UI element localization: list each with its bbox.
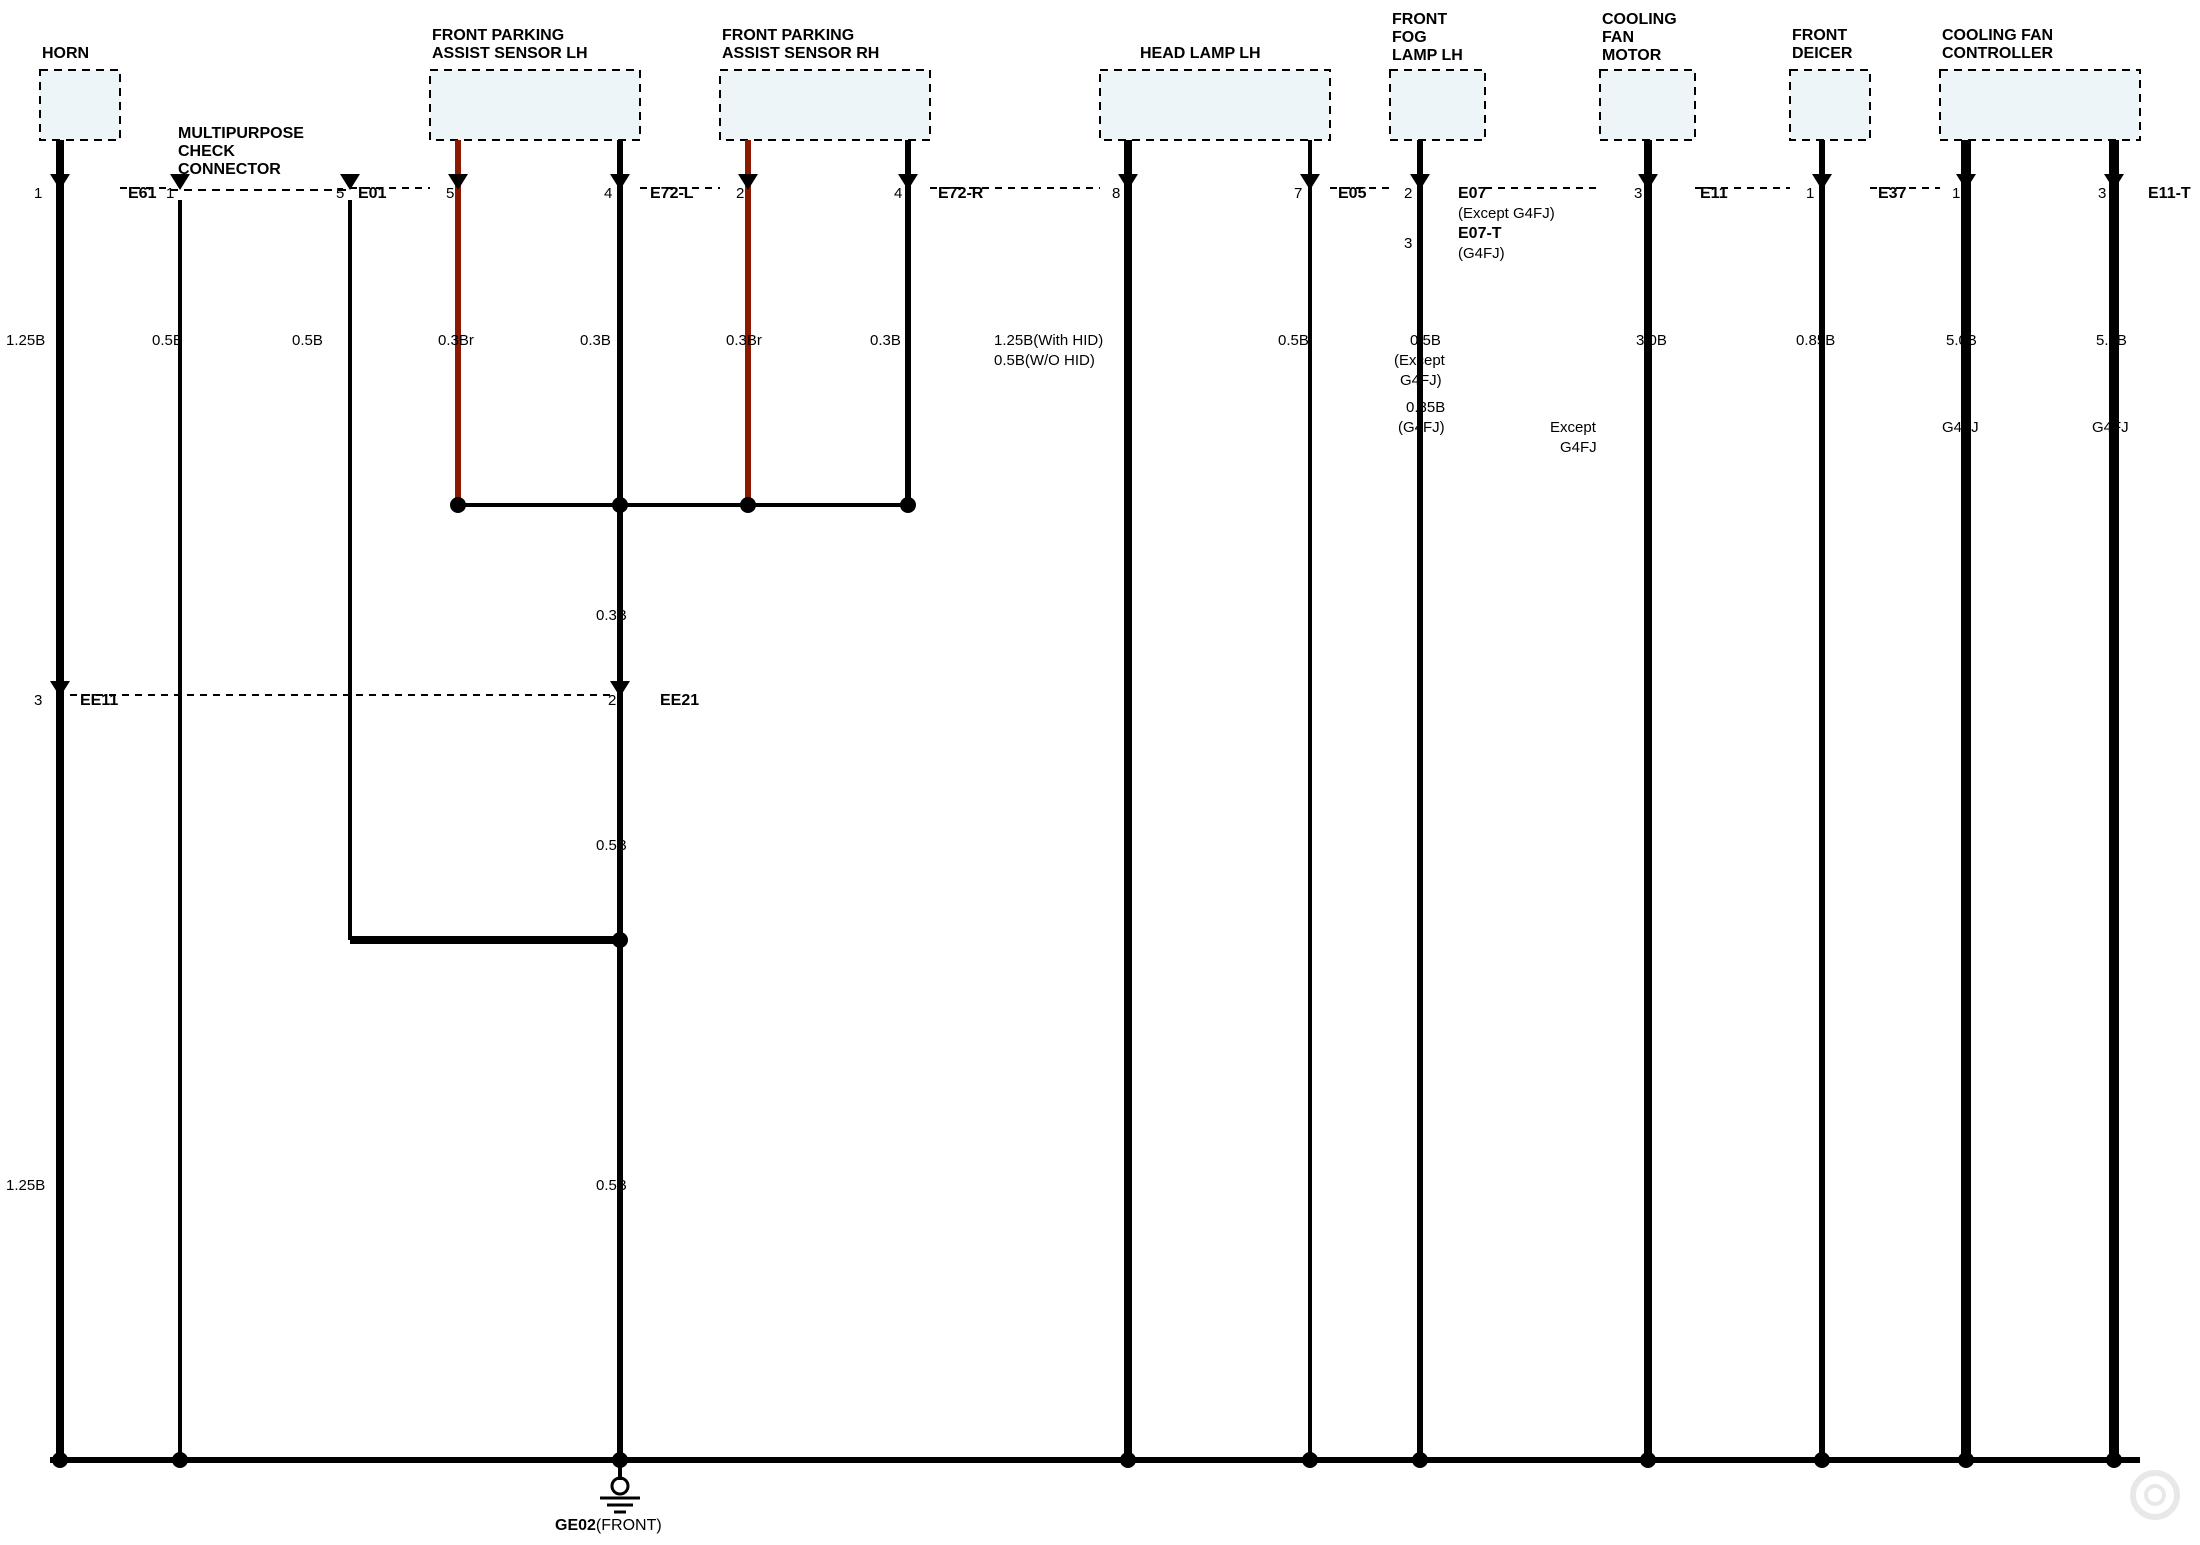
wire-label: 0.5B(W/O HID)	[994, 352, 1095, 369]
cooling_fan_motor-label: MOTOR	[1602, 47, 1662, 64]
junction-dot	[612, 497, 628, 513]
fpas_lh-label: FRONT PARKING	[432, 27, 564, 44]
pin: 8	[1112, 185, 1120, 202]
headlamp_lh-box	[1100, 70, 1330, 140]
junction-dot	[1814, 1452, 1830, 1468]
fog_lh-label: LAMP LH	[1392, 47, 1463, 64]
wire-label: 0.85B	[1796, 332, 1835, 349]
front_deicer-label: DEICER	[1792, 45, 1853, 62]
horn-label: HORN	[42, 45, 89, 62]
connector-E11-T: E11-T	[2148, 185, 2191, 202]
pin: 2	[736, 185, 744, 202]
wire-label: 5.0B	[1946, 332, 1977, 349]
wire-label: G4FJ)	[1400, 372, 1442, 389]
multipurpose-label: CHECK	[178, 143, 235, 160]
wiring-diagram: HORN MULTIPURPOSECHECKCONNECTOR FRONT PARK…	[0, 0, 2200, 1545]
cooling_fan_motor-label: FAN	[1602, 29, 1634, 46]
junction-dot	[1640, 1452, 1656, 1468]
wire-label: (Except	[1394, 352, 1446, 369]
wire-label: 1.25B(With HID)	[994, 332, 1103, 349]
pin: 4	[894, 185, 902, 202]
svg-text:(G4FJ): (G4FJ)	[1458, 245, 1505, 262]
wire-label: 0.3Br	[438, 332, 474, 349]
junction-dot	[900, 497, 916, 513]
wire-label: 1.25B	[6, 332, 45, 349]
wire-label: 0.5B	[596, 1177, 627, 1194]
pin: 5	[446, 185, 454, 202]
svg-text:E07-T: E07-T	[1458, 225, 1502, 242]
junction-dot	[450, 497, 466, 513]
junction-dot	[2106, 1452, 2122, 1468]
pin: 1	[1806, 185, 1814, 202]
front_deicer-box	[1790, 70, 1870, 140]
connector-EE21: EE21	[660, 692, 699, 709]
wire-label: 0.85B	[1406, 399, 1445, 416]
junction-dot	[1412, 1452, 1428, 1468]
svg-text:(Except G4FJ): (Except G4FJ)	[1458, 205, 1555, 222]
front_deicer-label: FRONT	[1792, 27, 1847, 44]
wire-label: G4FJ	[2092, 419, 2129, 436]
pin: 1	[166, 185, 174, 202]
connector-E07: E07	[1458, 185, 1487, 202]
junction-dot	[1302, 1452, 1318, 1468]
wire-label: 0.5B	[1278, 332, 1309, 349]
fpas_rh-label: FRONT PARKING	[722, 27, 854, 44]
junction-dot	[52, 1452, 68, 1468]
wire-label: 0.5B	[292, 332, 323, 349]
cooling_fan_motor-box	[1600, 70, 1695, 140]
pin: 3	[34, 692, 42, 709]
wire-label: 0.5B	[596, 837, 627, 854]
fpas_rh-label: ASSIST SENSOR RH	[722, 45, 879, 62]
fog_lh-label: FOG	[1392, 29, 1427, 46]
pin: 3	[2098, 185, 2106, 202]
multipurpose-label: CONNECTOR	[178, 161, 281, 178]
wire-label: Except	[1550, 419, 1597, 436]
cooling_fan_ctrl-box	[1940, 70, 2140, 140]
cooling_fan_motor-label: COOLING	[1602, 11, 1677, 28]
svg-text:3: 3	[1404, 235, 1412, 252]
wire-label: 0.3Br	[726, 332, 762, 349]
wire-label: 1.25B	[6, 1177, 45, 1194]
wire-label: (G4FJ)	[1398, 419, 1445, 436]
fog_lh-label: FRONT	[1392, 11, 1447, 28]
wire-label: 3.0B	[1636, 332, 1667, 349]
junction-dot	[172, 1452, 188, 1468]
wire-label: 0.3B	[580, 332, 611, 349]
wire-label: 0.3B	[870, 332, 901, 349]
cooling_fan_ctrl-label: COOLING FAN	[1942, 27, 2053, 44]
pin: 7	[1294, 185, 1302, 202]
ground-label: GE02(FRONT)	[555, 1517, 662, 1534]
pin: 2	[1404, 185, 1412, 202]
pin: 1	[34, 185, 42, 202]
pin: 3	[1634, 185, 1642, 202]
wire-label: 0.5B	[1410, 332, 1441, 349]
junction-dot	[1120, 1452, 1136, 1468]
wire-label: G4FJ	[1942, 419, 1979, 436]
wire-label: 0.3B	[596, 607, 627, 624]
pin: 5	[336, 185, 344, 202]
fpas_rh-box	[720, 70, 930, 140]
wire-label: 0.5B	[152, 332, 183, 349]
fpas_lh-label: ASSIST SENSOR LH	[432, 45, 588, 62]
junction-dot	[612, 932, 628, 948]
cooling_fan_ctrl-label: CONTROLLER	[1942, 45, 2054, 62]
junction-dot	[1958, 1452, 1974, 1468]
fpas_lh-box	[430, 70, 640, 140]
horn-box	[40, 70, 120, 140]
multipurpose-label: MULTIPURPOSE	[178, 125, 304, 142]
pin: 1	[1952, 185, 1960, 202]
junction-dot	[740, 497, 756, 513]
fog_lh-box	[1390, 70, 1485, 140]
wire-label: 5.0B	[2096, 332, 2127, 349]
pin: 4	[604, 185, 612, 202]
headlamp_lh-label: HEAD LAMP LH	[1140, 45, 1261, 62]
wire-label: G4FJ	[1560, 439, 1597, 456]
